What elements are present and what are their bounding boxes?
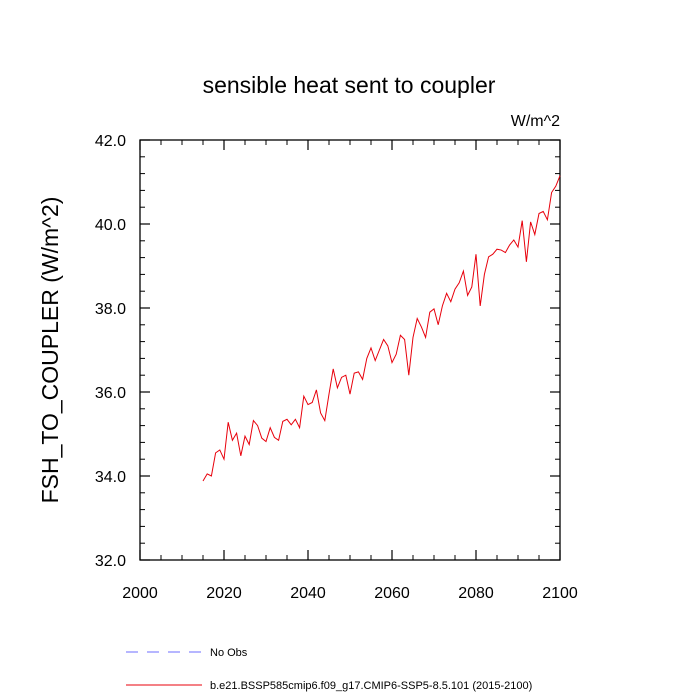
x-tick-label: 2000 — [122, 585, 158, 602]
series-line — [202, 175, 561, 482]
y-axis: 32.0 34.0 36.0 38.0 40.0 42.0 — [95, 133, 560, 570]
x-tick-label: 2080 — [458, 585, 494, 602]
y-tick-label: 36.0 — [95, 385, 126, 402]
chart-title: sensible heat sent to coupler — [203, 72, 496, 98]
y-tick-label: 38.0 — [95, 301, 126, 318]
x-tick-label: 2060 — [374, 585, 410, 602]
legend-label: No Obs — [210, 647, 248, 659]
x-tick-label: 2020 — [206, 585, 242, 602]
y-tick-label: 32.0 — [95, 553, 126, 570]
legend: No Obs b.e21.BSSP585cmip6.f09_g17.CMIP6-S… — [126, 647, 532, 692]
x-tick-label: 2100 — [542, 585, 578, 602]
units-label: W/m^2 — [511, 113, 560, 130]
legend-label: b.e21.BSSP585cmip6.f09_g17.CMIP6-SSP5-8.… — [210, 680, 532, 692]
x-axis: 2000 2020 2040 2060 2080 2100 — [122, 140, 578, 602]
y-tick-label: 34.0 — [95, 469, 126, 486]
y-tick-label: 42.0 — [95, 133, 126, 150]
plot-area — [202, 175, 561, 482]
x-tick-label: 2040 — [290, 585, 326, 602]
y-axis-label: FSH_TO_COUPLER (W/m^2) — [37, 197, 63, 504]
plot-frame — [139, 139, 561, 561]
y-tick-label: 40.0 — [95, 217, 126, 234]
